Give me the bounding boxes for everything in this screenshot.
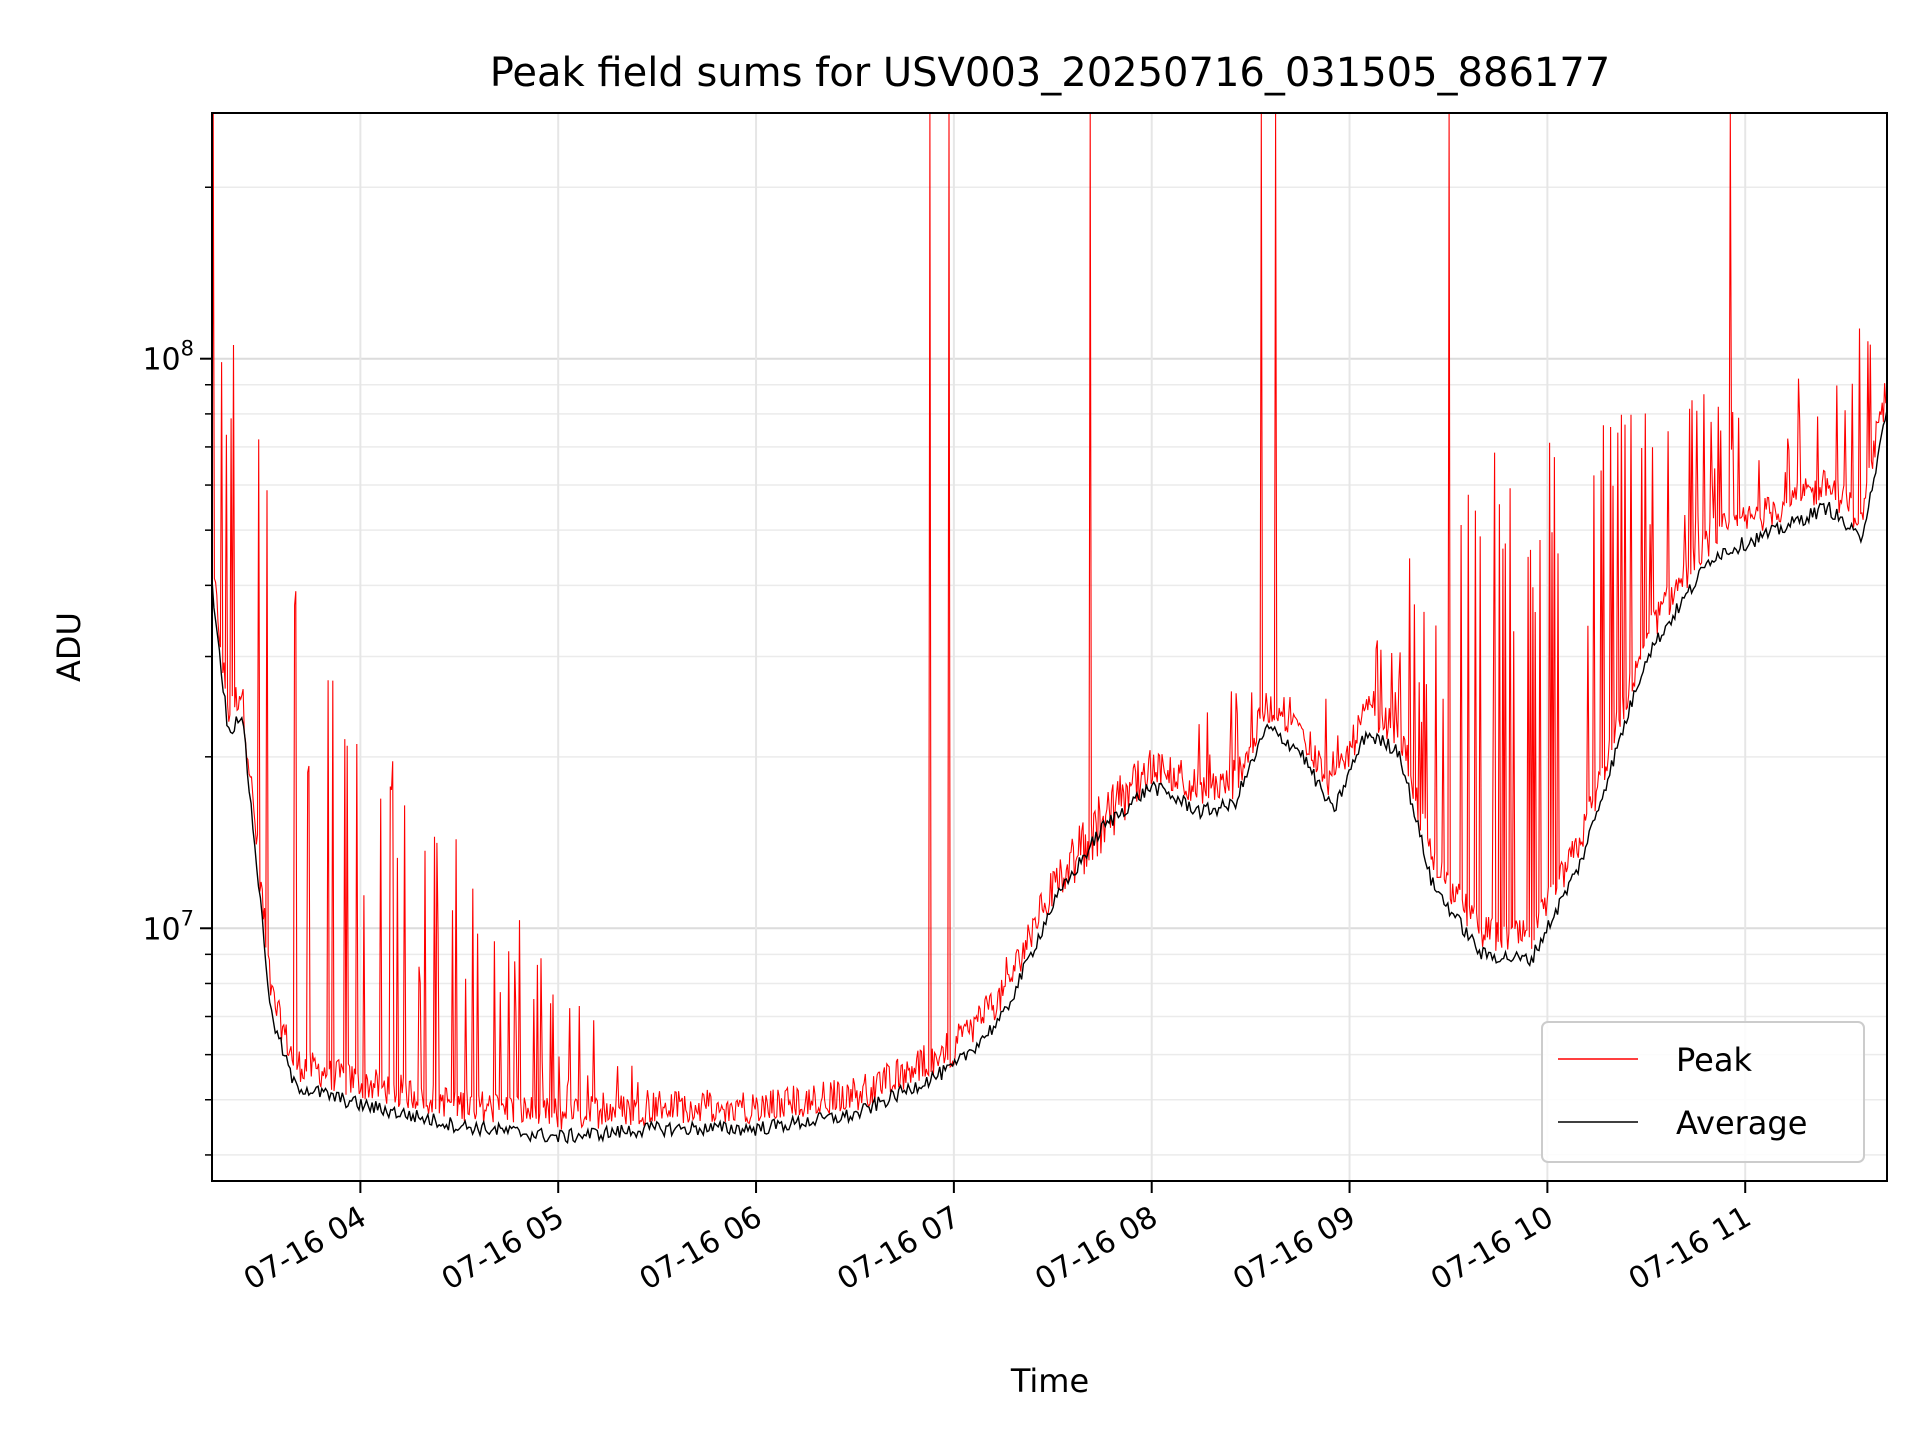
legend-peak-label: Peak (1676, 1041, 1752, 1079)
legend-box (1541, 1021, 1865, 1163)
peak-series-line (211, 113, 1888, 1130)
plot-frame (211, 112, 1888, 1182)
y-axis-label: ADU (50, 612, 88, 682)
average-series-line (211, 409, 1888, 1145)
series-layer (211, 113, 1888, 1145)
grid (212, 113, 1887, 1181)
y-axis: 107 108 (142, 186, 212, 1156)
chart-title: Peak field sums for USV003_20250716_0315… (490, 50, 1611, 96)
y-tick-label: 107 (142, 906, 194, 947)
y-tick-label: 108 (142, 337, 194, 378)
legend-average-label: Average (1676, 1104, 1807, 1142)
x-axis-label: Time (1010, 1362, 1089, 1400)
legend: Peak Average (1541, 1021, 1865, 1163)
